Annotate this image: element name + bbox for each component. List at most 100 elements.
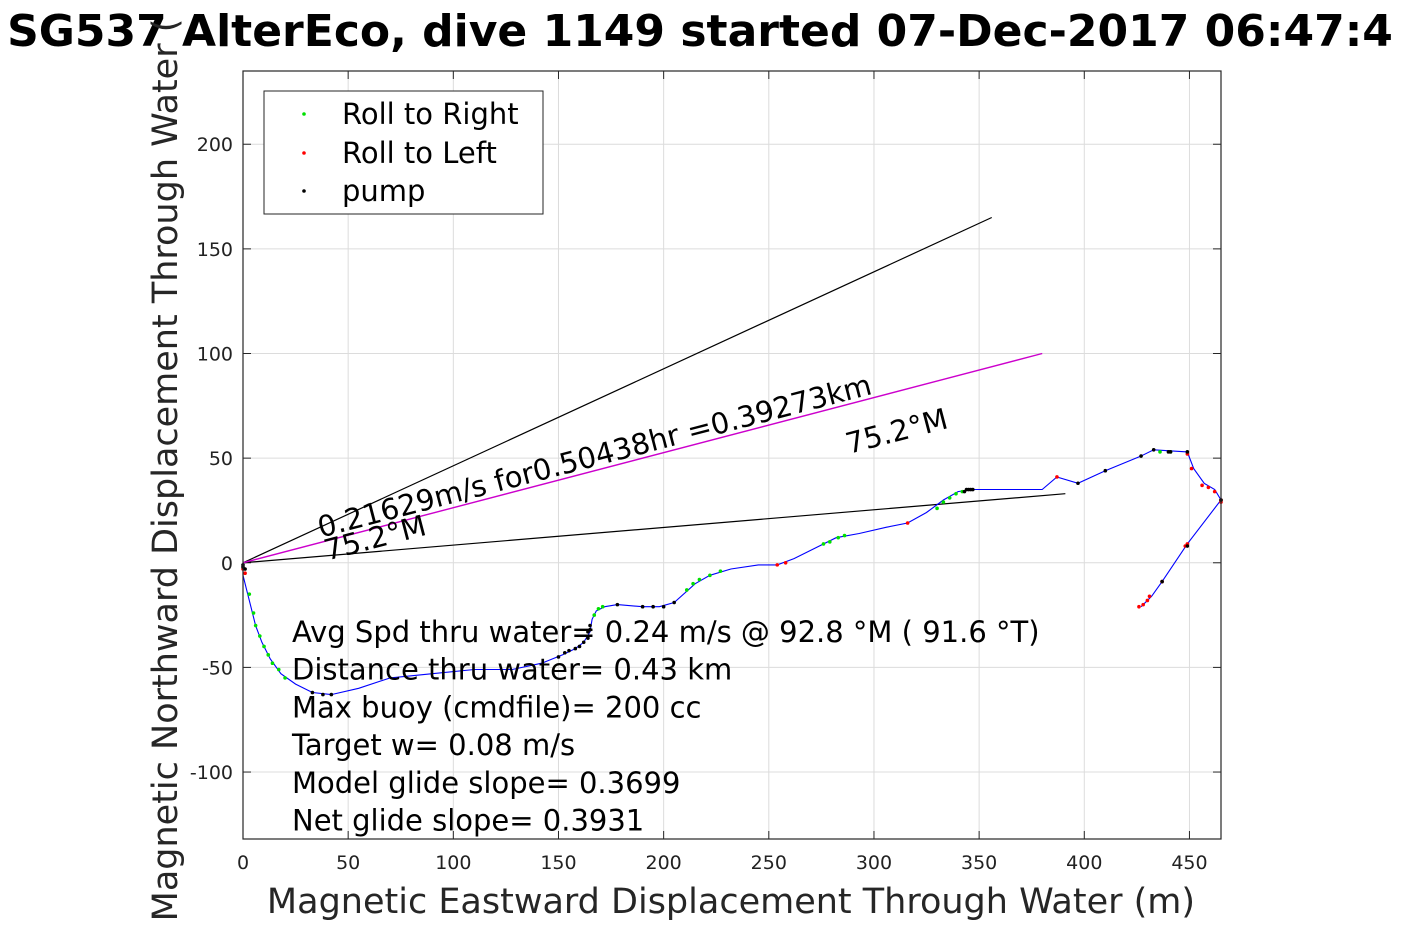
stat-line: Avg Spd thru water= 0.24 m/s @ 92.8 °M (…: [292, 615, 1040, 649]
roll-right-point: [276, 667, 281, 672]
stat-line: Net glide slope= 0.3931: [292, 804, 644, 838]
pump-point: [573, 646, 578, 651]
pump-point: [243, 567, 247, 571]
roll-left-point: [1206, 485, 1211, 490]
roll-right-point: [821, 542, 826, 546]
axes-box: [242, 70, 1222, 840]
roll-right-point: [266, 653, 271, 657]
chart-title: SG537 AlterEco, dive 1149 started 07-Dec…: [7, 6, 1393, 57]
pump-point: [672, 600, 676, 605]
pump-point: [1151, 447, 1156, 452]
x-tick-label: 250: [751, 852, 787, 874]
roll-left-point: [775, 563, 780, 567]
pump-point: [588, 623, 592, 628]
roll-right-point: [1158, 450, 1162, 454]
pump-point: [321, 692, 325, 697]
roll-right-point: [708, 573, 712, 578]
roll-right-point: [592, 613, 597, 617]
roll-right-point: [935, 506, 939, 511]
x-tick-label: 350: [961, 852, 997, 874]
marker-series: [241, 447, 1223, 697]
roll-right-point: [283, 676, 287, 680]
roll-left-point: [1137, 604, 1141, 609]
roll-left-point: [1147, 594, 1152, 599]
roll-right-point: [718, 569, 723, 573]
y-tick-label: 0: [221, 553, 233, 575]
x-tick-label: 200: [646, 852, 682, 874]
roll-left-point: [243, 571, 247, 576]
y-tick-label: -100: [190, 762, 233, 784]
legend-marker-roll-right: [302, 112, 306, 116]
pump-point: [581, 640, 586, 645]
x-tick-label: 0: [237, 852, 249, 874]
y-tick-label: 100: [197, 344, 233, 366]
roll-left-point: [1145, 598, 1150, 603]
stat-line: Distance thru water= 0.43 km: [292, 653, 732, 687]
x-axis-label: Magnetic Eastward Displacement Through W…: [267, 882, 1195, 922]
y-tick-label: 200: [197, 134, 233, 156]
pump-point: [329, 692, 334, 697]
roll-right-point: [941, 500, 946, 504]
roll-left-point: [1200, 483, 1204, 488]
pump-point: [577, 644, 582, 649]
axis-ticks: 0 50 100 150 200 250 300 350 400 450 200 150 100 50 0 -…: [190, 71, 1221, 874]
pump-point: [661, 604, 666, 609]
x-tick-label: 300: [856, 852, 892, 874]
pump-point: [562, 650, 567, 655]
heading-line: [242, 216, 992, 564]
roll-left-point: [783, 560, 788, 565]
roll-right-point: [247, 592, 252, 596]
roll-right-point: [828, 540, 832, 544]
roll-right-point: [842, 533, 847, 538]
roll-left-point: [1141, 602, 1145, 607]
roll-right-point: [697, 577, 702, 582]
roll-right-point: [600, 604, 605, 609]
roll-right-point: [836, 535, 841, 540]
stat-line: Model glide slope= 0.3699: [292, 766, 680, 800]
roll-right-point: [262, 644, 266, 649]
legend-marker-pump: [302, 189, 306, 193]
stat-line: Target w= 0.08 m/s: [291, 728, 575, 762]
roll-left-point: [905, 521, 910, 525]
pump-point: [1076, 481, 1080, 486]
pump-point: [1168, 450, 1173, 454]
roll-left-point: [1055, 475, 1059, 479]
legend-label-roll-left: Roll to Left: [342, 136, 497, 170]
roll-right-point: [947, 496, 952, 500]
pump-point: [1139, 454, 1143, 458]
pump-point: [310, 690, 315, 695]
roll-right-point: [596, 607, 601, 611]
legend-label-roll-right: Roll to Right: [342, 97, 519, 131]
legend: Roll to Right Roll to Left pump: [263, 90, 544, 215]
roll-left-point: [1212, 489, 1217, 494]
pump-point: [1185, 544, 1190, 548]
pump-point: [1160, 579, 1164, 584]
pump-point: [651, 604, 655, 609]
x-tick-label: 100: [435, 852, 471, 874]
x-tick-label: 400: [1066, 852, 1102, 874]
pump-point: [971, 487, 975, 492]
roll-right-point: [251, 611, 256, 615]
x-tick-label: 450: [1171, 852, 1207, 874]
legend-label-pump: pump: [342, 174, 425, 208]
roll-right-point: [253, 623, 258, 628]
y-tick-label: 50: [209, 448, 233, 470]
pump-point: [640, 604, 645, 609]
pump-point: [1185, 450, 1190, 454]
roll-right-point: [258, 634, 262, 638]
pump-point: [567, 648, 571, 653]
reference-lines: [242, 216, 1066, 564]
pump-point: [615, 602, 620, 607]
roll-right-point: [691, 581, 695, 586]
pump-point: [1103, 468, 1108, 473]
roll-right-point: [684, 588, 689, 592]
x-tick-label: 150: [540, 852, 576, 874]
roll-left-point: [1189, 466, 1194, 471]
legend-marker-roll-left: [302, 151, 306, 155]
heading-line: [242, 493, 1066, 564]
pump-point: [586, 636, 590, 640]
stat-line: Max buoy (cmdfile)= 200 cc: [292, 690, 701, 724]
pump-point: [588, 627, 592, 632]
